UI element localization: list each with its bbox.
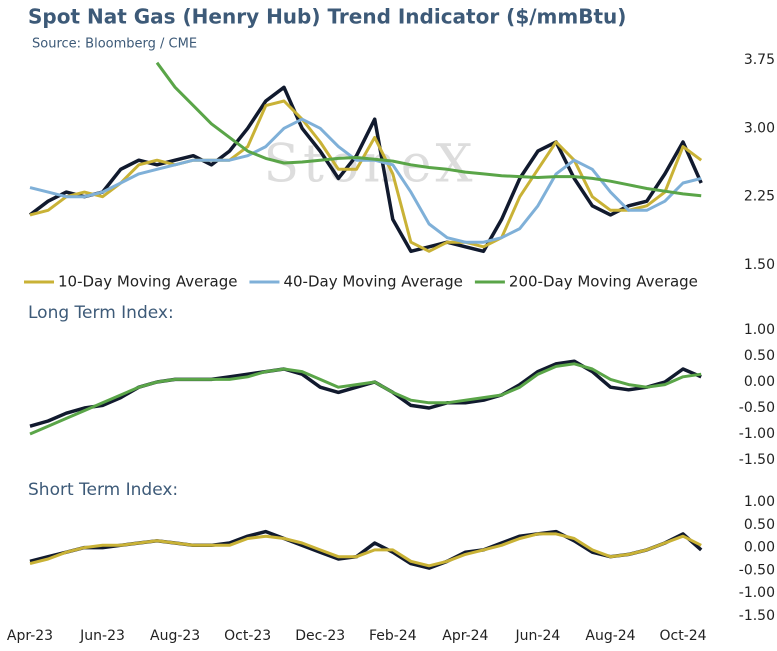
y-tick-label: 3.75 xyxy=(744,52,775,68)
y-tick-label: 0.00 xyxy=(744,374,775,390)
watermark: StoneX xyxy=(263,135,476,195)
y-tick-label: -0.50 xyxy=(739,562,775,578)
chart-title: Spot Nat Gas (Henry Hub) Trend Indicator… xyxy=(28,5,626,29)
x-tick-label: Apr-23 xyxy=(7,628,53,644)
legend-label: 10-Day Moving Average xyxy=(58,273,237,291)
y-tick-label: 2.25 xyxy=(744,189,775,205)
series-line xyxy=(155,61,702,198)
series-line xyxy=(28,85,703,254)
y-tick-label: 1.50 xyxy=(744,257,775,273)
legend-label: 200-Day Moving Average xyxy=(509,273,698,291)
y-tick-label: 1.00 xyxy=(744,494,775,510)
y-tick-label: 0.50 xyxy=(744,348,775,364)
subtitle: Source: Bloomberg / CME xyxy=(32,37,197,52)
series-line xyxy=(29,362,702,436)
y-tick-label: 0.50 xyxy=(744,517,775,533)
y-tick-label: -1.00 xyxy=(739,585,775,601)
y-tick-label: 1.00 xyxy=(744,322,775,338)
series-line xyxy=(29,529,703,570)
x-tick-label: Aug-23 xyxy=(150,628,200,644)
x-tick-label: Jun-23 xyxy=(79,628,125,644)
x-tick-label: Oct-23 xyxy=(224,628,271,644)
series-line xyxy=(29,99,703,253)
legend-label: 40-Day Moving Average xyxy=(283,273,462,291)
x-tick-label: Apr-24 xyxy=(442,628,488,644)
y-tick-label: -1.50 xyxy=(739,608,775,624)
series-line xyxy=(29,359,702,428)
y-tick-label: 3.00 xyxy=(744,120,775,136)
x-tick-label: Aug-24 xyxy=(585,628,635,644)
series-line xyxy=(29,117,702,244)
chart-title: Short Term Index: xyxy=(28,480,178,500)
y-tick-label: -0.50 xyxy=(739,400,775,416)
x-tick-label: Dec-23 xyxy=(295,628,345,644)
y-tick-label: -1.50 xyxy=(739,452,775,468)
x-tick-label: Jun-24 xyxy=(515,628,561,644)
x-tick-label: Feb-24 xyxy=(369,628,417,644)
chart-title: Long Term Index: xyxy=(28,303,174,323)
series-line xyxy=(29,532,702,568)
x-tick-label: Oct-24 xyxy=(660,628,707,644)
y-tick-label: 0.00 xyxy=(744,540,775,556)
y-tick-label: -1.00 xyxy=(739,426,775,442)
